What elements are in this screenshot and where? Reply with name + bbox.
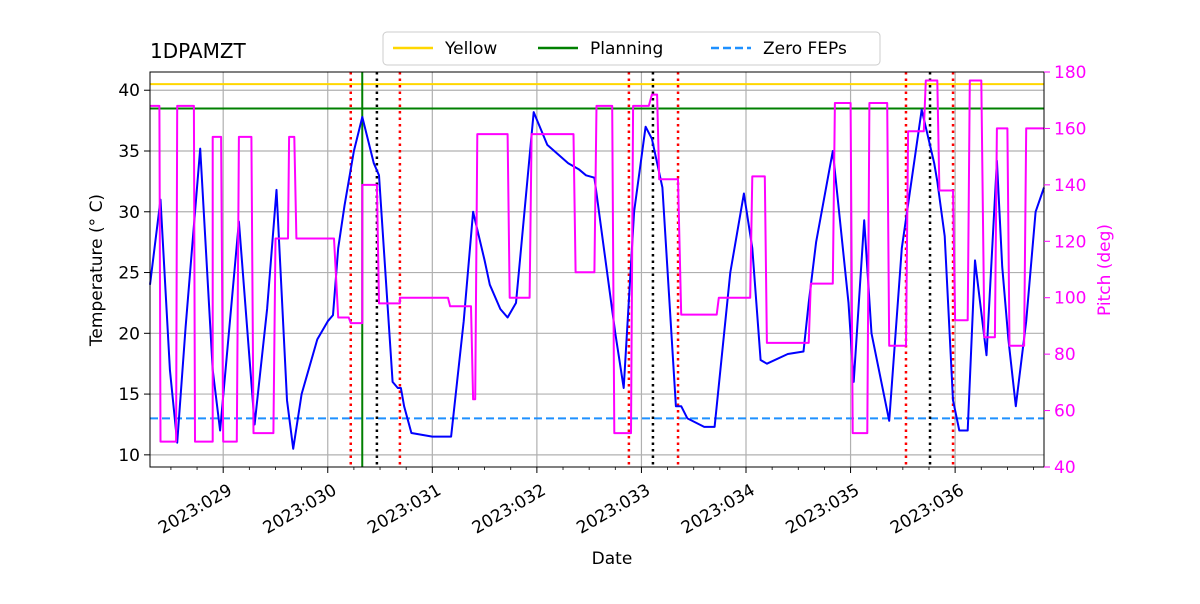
legend-label-zero-feps: Zero FEPs: [763, 39, 847, 59]
y-tick-label-left: 35: [118, 142, 140, 162]
y-tick-label-right: 80: [1054, 345, 1076, 365]
y-tick-label-left: 15: [118, 385, 140, 405]
y-tick-label-right: 40: [1054, 458, 1076, 478]
y-tick-label-left: 20: [118, 324, 140, 344]
legend-label-planning: Planning: [590, 39, 663, 59]
chart-title: 1DPAMZT: [150, 39, 247, 63]
y-axis-label-left: Temperature (° C): [87, 194, 107, 347]
y-tick-label-right: 160: [1054, 119, 1086, 139]
y-axis-label-right: Pitch (deg): [1095, 224, 1115, 316]
x-axis-label: Date: [592, 549, 633, 569]
y-tick-label-right: 180: [1054, 63, 1086, 83]
y-tick-label-right: 60: [1054, 402, 1076, 422]
y-tick-label-left: 40: [118, 81, 140, 101]
y-tick-label-left: 30: [118, 203, 140, 223]
y-tick-label-left: 25: [118, 264, 140, 284]
legend-label-yellow: Yellow: [444, 39, 497, 59]
legend: Yellow Planning Zero FEPs: [383, 32, 880, 65]
y-tick-label-left: 10: [118, 446, 140, 466]
y-tick-label-right: 140: [1054, 176, 1086, 196]
y-tick-label-right: 100: [1054, 289, 1086, 309]
y-tick-label-right: 120: [1054, 232, 1086, 252]
